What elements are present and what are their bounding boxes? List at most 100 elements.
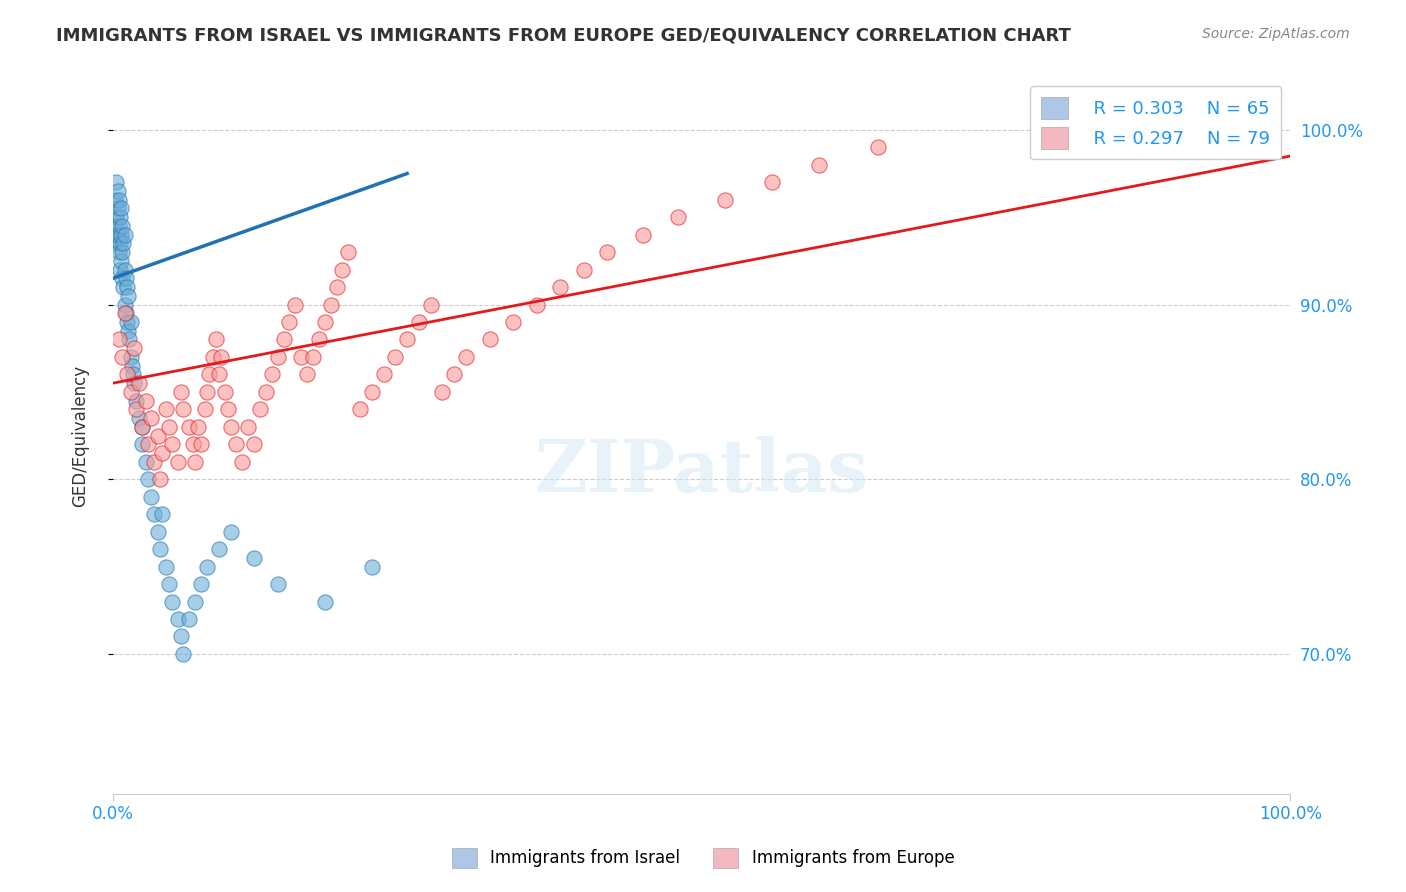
Point — [107, 193, 129, 207]
Point — [266, 350, 288, 364]
Legend:   R = 0.303    N = 65,   R = 0.297    N = 79: R = 0.303 N = 65, R = 0.297 N = 79 — [1031, 87, 1281, 160]
Point — [254, 384, 277, 399]
Point — [337, 245, 360, 260]
Point — [666, 210, 689, 224]
Point — [443, 368, 465, 382]
Point — [105, 175, 128, 189]
Point — [209, 350, 232, 364]
Point — [478, 333, 501, 347]
Point — [198, 368, 221, 382]
Point — [314, 315, 336, 329]
Point — [314, 594, 336, 608]
Point — [139, 490, 162, 504]
Point — [243, 437, 266, 451]
Point — [131, 420, 153, 434]
Point — [114, 262, 136, 277]
Point — [157, 577, 180, 591]
Point — [146, 428, 169, 442]
Point — [117, 289, 139, 303]
Point — [373, 368, 395, 382]
Point — [596, 245, 619, 260]
Text: IMMIGRANTS FROM ISRAEL VS IMMIGRANTS FROM EUROPE GED/EQUIVALENCY CORRELATION CHA: IMMIGRANTS FROM ISRAEL VS IMMIGRANTS FRO… — [56, 27, 1071, 45]
Point — [173, 647, 195, 661]
Point — [208, 542, 231, 557]
Point — [110, 227, 132, 242]
Point — [302, 350, 325, 364]
Point — [208, 368, 231, 382]
Point — [120, 384, 142, 399]
Point — [349, 402, 371, 417]
Point — [120, 350, 142, 364]
Point — [548, 280, 571, 294]
Point — [166, 612, 188, 626]
Point — [155, 559, 177, 574]
Point — [170, 384, 193, 399]
Point — [114, 271, 136, 285]
Point — [332, 262, 354, 277]
Point — [136, 472, 159, 486]
Point — [249, 402, 271, 417]
Point — [419, 297, 441, 311]
Point — [526, 297, 548, 311]
Point — [868, 140, 890, 154]
Point — [187, 420, 209, 434]
Point — [631, 227, 654, 242]
Point — [143, 455, 166, 469]
Point — [125, 402, 148, 417]
Point — [219, 524, 242, 539]
Point — [107, 184, 129, 198]
Point — [572, 262, 595, 277]
Point — [150, 446, 173, 460]
Point — [149, 542, 172, 557]
Point — [135, 455, 157, 469]
Point — [110, 202, 132, 216]
Point — [201, 350, 224, 364]
Point — [114, 297, 136, 311]
Point — [112, 236, 135, 251]
Point — [117, 324, 139, 338]
Point — [179, 612, 201, 626]
Point — [118, 333, 141, 347]
Point — [120, 315, 142, 329]
Legend: Immigrants from Israel, Immigrants from Europe: Immigrants from Israel, Immigrants from … — [444, 841, 962, 875]
Point — [231, 455, 253, 469]
Point — [384, 350, 406, 364]
Point — [160, 594, 183, 608]
Point — [360, 559, 382, 574]
Point — [115, 315, 138, 329]
Point — [110, 253, 132, 268]
Point — [112, 280, 135, 294]
Point — [155, 402, 177, 417]
Point — [225, 437, 247, 451]
Point — [107, 202, 129, 216]
Point — [107, 245, 129, 260]
Point — [111, 271, 134, 285]
Point — [166, 455, 188, 469]
Point — [131, 437, 153, 451]
Point — [114, 306, 136, 320]
Text: Source: ZipAtlas.com: Source: ZipAtlas.com — [1202, 27, 1350, 41]
Point — [173, 402, 195, 417]
Point — [108, 236, 131, 251]
Point — [184, 594, 207, 608]
Point — [808, 158, 831, 172]
Point — [238, 420, 260, 434]
Point — [105, 227, 128, 242]
Point — [107, 227, 129, 242]
Point — [149, 472, 172, 486]
Point — [146, 524, 169, 539]
Point — [295, 368, 318, 382]
Point — [266, 577, 288, 591]
Point — [125, 393, 148, 408]
Point — [714, 193, 737, 207]
Point — [104, 193, 127, 207]
Point — [454, 350, 477, 364]
Point — [396, 333, 419, 347]
Point — [122, 341, 145, 355]
Point — [114, 227, 136, 242]
Point — [136, 437, 159, 451]
Point — [111, 219, 134, 233]
Point — [108, 262, 131, 277]
Point — [195, 559, 218, 574]
Point — [139, 411, 162, 425]
